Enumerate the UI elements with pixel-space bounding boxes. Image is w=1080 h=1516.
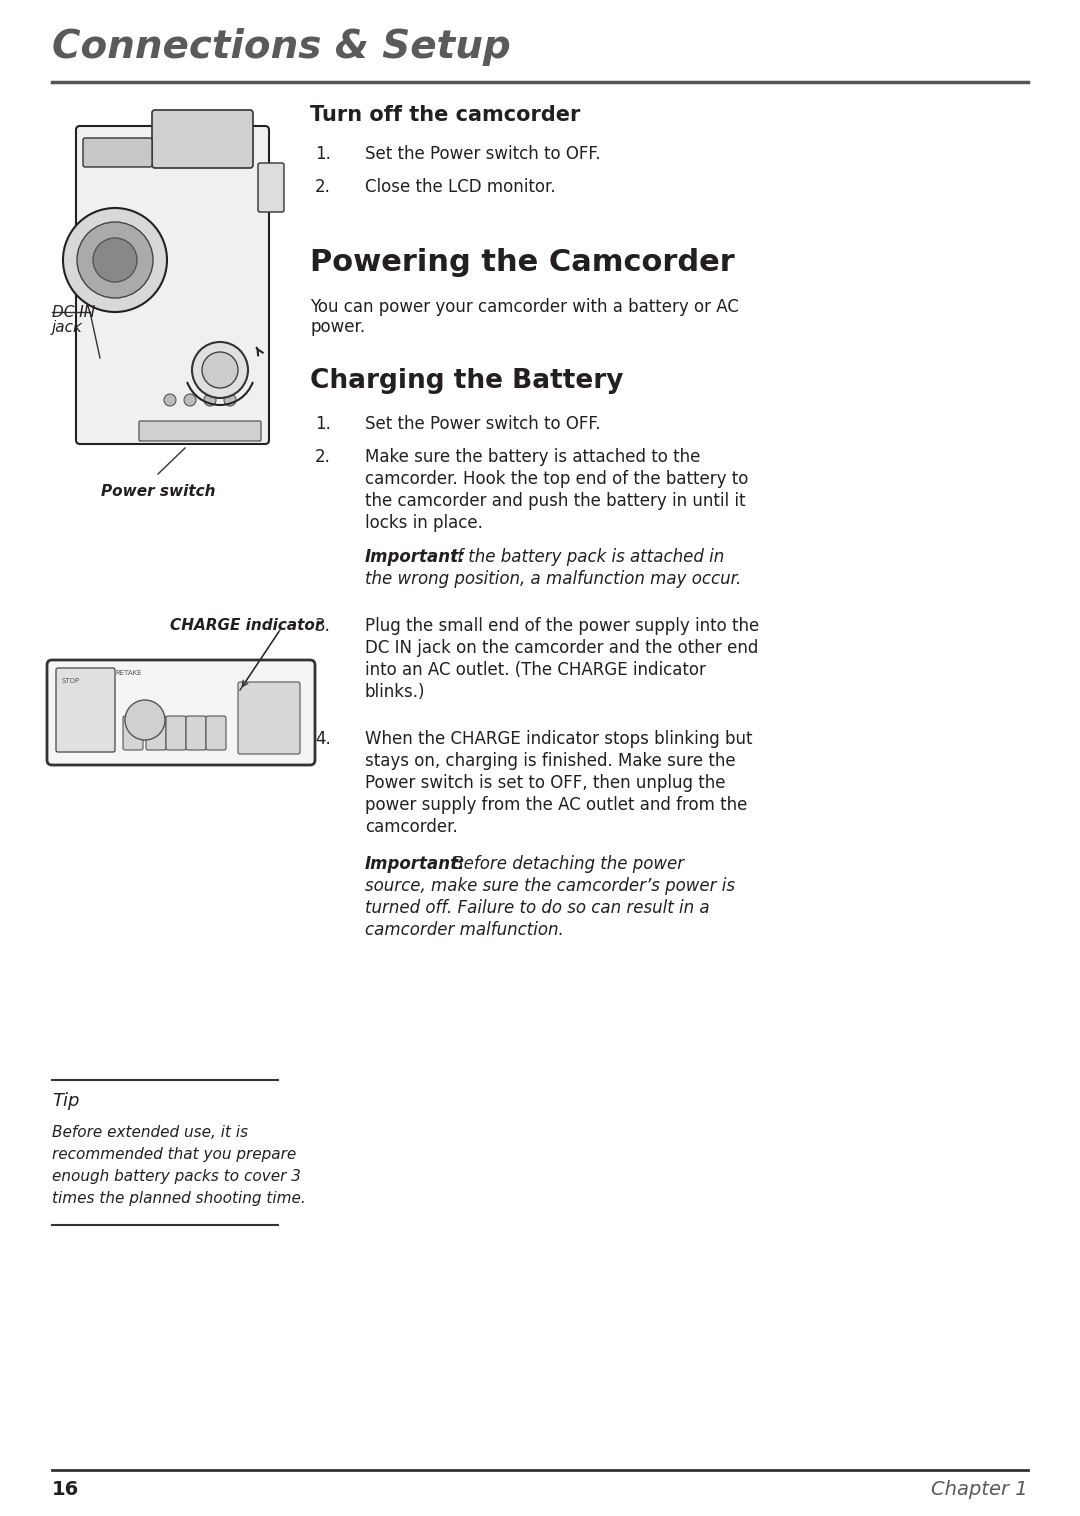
Text: Power switch is set to OFF, then unplug the: Power switch is set to OFF, then unplug … <box>365 775 726 791</box>
Text: 1.: 1. <box>315 415 330 434</box>
Circle shape <box>77 221 153 299</box>
Text: into an AC outlet. (The CHARGE indicator: into an AC outlet. (The CHARGE indicator <box>365 661 706 679</box>
Circle shape <box>125 700 165 740</box>
Text: You can power your camcorder with a battery or AC: You can power your camcorder with a batt… <box>310 299 739 315</box>
Text: 1.: 1. <box>315 146 330 164</box>
FancyBboxPatch shape <box>206 716 226 750</box>
Text: Set the Power switch to OFF.: Set the Power switch to OFF. <box>365 415 600 434</box>
Text: power supply from the AC outlet and from the: power supply from the AC outlet and from… <box>365 796 747 814</box>
FancyBboxPatch shape <box>258 164 284 212</box>
Text: jack: jack <box>52 320 83 335</box>
Text: Close the LCD monitor.: Close the LCD monitor. <box>365 177 555 196</box>
Text: times the planned shooting time.: times the planned shooting time. <box>52 1192 306 1207</box>
Text: 2.: 2. <box>315 449 330 465</box>
Text: Important:: Important: <box>365 547 465 565</box>
FancyBboxPatch shape <box>76 126 269 444</box>
Circle shape <box>164 394 176 406</box>
Text: Charging the Battery: Charging the Battery <box>310 368 623 394</box>
Text: 4.: 4. <box>315 731 330 747</box>
Text: turned off. Failure to do so can result in a: turned off. Failure to do so can result … <box>365 899 710 917</box>
Text: Set the Power switch to OFF.: Set the Power switch to OFF. <box>365 146 600 164</box>
Text: power.: power. <box>310 318 365 337</box>
FancyBboxPatch shape <box>48 659 315 766</box>
FancyBboxPatch shape <box>152 111 253 168</box>
Text: 2.: 2. <box>315 177 330 196</box>
Text: locks in place.: locks in place. <box>365 514 483 532</box>
Text: When the CHARGE indicator stops blinking but: When the CHARGE indicator stops blinking… <box>365 731 753 747</box>
Circle shape <box>93 238 137 282</box>
Circle shape <box>202 352 238 388</box>
Circle shape <box>224 394 237 406</box>
Text: Turn off the camcorder: Turn off the camcorder <box>310 105 580 124</box>
Circle shape <box>63 208 167 312</box>
Text: Power switch: Power switch <box>100 484 215 499</box>
FancyBboxPatch shape <box>146 716 166 750</box>
Text: Connections & Setup: Connections & Setup <box>52 27 511 67</box>
Text: camcorder. Hook the top end of the battery to: camcorder. Hook the top end of the batte… <box>365 470 748 488</box>
Text: RETAKE: RETAKE <box>114 670 141 676</box>
Text: Before detaching the power: Before detaching the power <box>447 855 684 873</box>
FancyBboxPatch shape <box>238 682 300 753</box>
Text: source, make sure the camcorder’s power is: source, make sure the camcorder’s power … <box>365 876 735 894</box>
Text: CHARGE indicator: CHARGE indicator <box>170 619 322 634</box>
Text: blinks.): blinks.) <box>365 684 426 700</box>
Text: If the battery pack is attached in: If the battery pack is attached in <box>447 547 725 565</box>
Text: the wrong position, a malfunction may occur.: the wrong position, a malfunction may oc… <box>365 570 741 588</box>
Text: Important:: Important: <box>365 855 465 873</box>
FancyBboxPatch shape <box>56 669 114 752</box>
Circle shape <box>204 394 216 406</box>
Circle shape <box>192 343 248 399</box>
Text: DC IN: DC IN <box>52 305 95 320</box>
Text: stays on, charging is finished. Make sure the: stays on, charging is finished. Make sur… <box>365 752 735 770</box>
Text: recommended that you prepare: recommended that you prepare <box>52 1148 296 1161</box>
Text: Before extended use, it is: Before extended use, it is <box>52 1125 248 1140</box>
Text: 3.: 3. <box>315 617 330 635</box>
Text: STOP: STOP <box>62 678 80 684</box>
Text: Powering the Camcorder: Powering the Camcorder <box>310 249 734 277</box>
Text: DC IN jack on the camcorder and the other end: DC IN jack on the camcorder and the othe… <box>365 640 758 656</box>
Text: Make sure the battery is attached to the: Make sure the battery is attached to the <box>365 449 700 465</box>
Text: Plug the small end of the power supply into the: Plug the small end of the power supply i… <box>365 617 759 635</box>
FancyBboxPatch shape <box>186 716 206 750</box>
Text: the camcorder and push the battery in until it: the camcorder and push the battery in un… <box>365 493 745 509</box>
Text: Chapter 1: Chapter 1 <box>931 1480 1028 1499</box>
FancyBboxPatch shape <box>166 716 186 750</box>
Text: 16: 16 <box>52 1480 79 1499</box>
Text: Tip: Tip <box>52 1092 79 1110</box>
Text: camcorder malfunction.: camcorder malfunction. <box>365 922 564 938</box>
Text: camcorder.: camcorder. <box>365 819 458 835</box>
Text: enough battery packs to cover 3: enough battery packs to cover 3 <box>52 1169 301 1184</box>
FancyBboxPatch shape <box>83 138 152 167</box>
FancyBboxPatch shape <box>123 716 143 750</box>
FancyBboxPatch shape <box>139 421 261 441</box>
Circle shape <box>184 394 195 406</box>
